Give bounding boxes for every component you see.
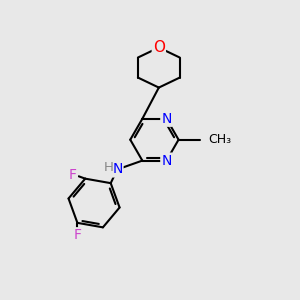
- Text: N: N: [161, 112, 172, 126]
- Text: N: N: [161, 154, 172, 168]
- Text: CH₃: CH₃: [208, 133, 231, 146]
- Text: H: H: [104, 160, 114, 174]
- Text: O: O: [153, 40, 165, 55]
- Text: N: N: [112, 162, 122, 176]
- Text: F: F: [74, 228, 81, 242]
- Text: F: F: [69, 168, 77, 182]
